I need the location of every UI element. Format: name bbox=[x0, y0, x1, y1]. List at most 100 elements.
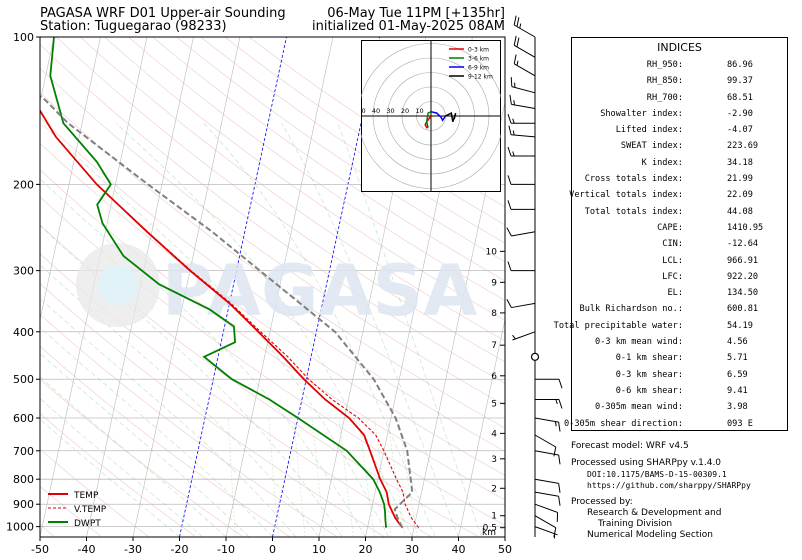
barb-half bbox=[516, 60, 519, 66]
barb-full bbox=[508, 125, 512, 135]
index-label: 0-305m mean wind: bbox=[595, 402, 683, 413]
hodograph-ring-label: 20 bbox=[401, 107, 409, 115]
barb-full bbox=[507, 175, 512, 185]
index-label: LCL: bbox=[662, 255, 683, 266]
index-label: 0-3 km shear: bbox=[615, 369, 683, 380]
dry-adiabat bbox=[40, 313, 338, 537]
barb-half bbox=[519, 23, 522, 29]
wind-barb bbox=[535, 378, 563, 389]
init-time: initialized 01-May-2025 08AM bbox=[311, 19, 505, 34]
hodograph-legend-label: 9-12 km bbox=[468, 74, 493, 81]
barb-full bbox=[507, 114, 512, 124]
index-label: Total totals index: bbox=[584, 206, 683, 217]
index-row: Vertical totals index: 22.09 bbox=[569, 190, 787, 206]
barb-half bbox=[514, 82, 516, 88]
division-line1: Research & Development and bbox=[587, 508, 722, 518]
hodograph-trace bbox=[425, 111, 432, 128]
index-label: Lifted index: bbox=[615, 125, 683, 136]
index-value: 21.99 bbox=[727, 174, 753, 185]
dry-adiabat bbox=[40, 67, 505, 406]
index-row: Total precipitable water: 54.19 bbox=[554, 321, 787, 337]
dry-adiabat bbox=[40, 224, 480, 537]
dry-adiabat bbox=[128, 37, 505, 301]
barb-shaft bbox=[534, 434, 557, 448]
wind-barb bbox=[506, 298, 536, 309]
isotherm bbox=[40, 37, 101, 322]
wind-barb bbox=[508, 125, 536, 138]
indices-title: INDICES bbox=[657, 41, 702, 54]
station-label: Station: Tuguegarao (98233) bbox=[40, 19, 227, 34]
wind-barb bbox=[534, 491, 561, 506]
index-value: 223.69 bbox=[727, 141, 759, 152]
index-value: 5.71 bbox=[727, 353, 748, 364]
km-label: 7 bbox=[491, 341, 497, 351]
index-value: 44.08 bbox=[727, 206, 753, 217]
wind-barb bbox=[507, 114, 535, 124]
index-label: 0-6 km shear: bbox=[615, 385, 683, 396]
index-value: 1410.95 bbox=[727, 222, 764, 233]
km-label: 9 bbox=[491, 278, 497, 288]
index-row: RH_850: 99.37 bbox=[572, 76, 787, 92]
barb-shaft bbox=[513, 63, 536, 77]
processed-by: Processed by: bbox=[571, 497, 633, 507]
index-label: 0-1 km shear: bbox=[615, 353, 683, 364]
dry-adiabat bbox=[40, 117, 505, 452]
index-row: 0-305m mean wind: 3.98 bbox=[572, 402, 787, 418]
wind-barb bbox=[534, 515, 557, 538]
index-row: Showalter index: -2.90 bbox=[572, 109, 787, 125]
isotherm bbox=[0, 37, 7, 537]
calm-barb bbox=[530, 352, 540, 361]
isotherm bbox=[40, 37, 55, 104]
model-label: Forecast model: WRF v4.5 bbox=[571, 441, 689, 451]
doi-label: DOI:10.1175/BAMS-D-15-00309.1 bbox=[587, 470, 727, 479]
wind-barb bbox=[507, 175, 535, 185]
barb-full bbox=[558, 496, 561, 506]
legend-label: DWPT bbox=[74, 519, 101, 529]
chart-title: PAGASA WRF D01 Upper-air Sounding bbox=[40, 6, 286, 21]
index-label: CAPE: bbox=[657, 222, 683, 233]
index-row: RH_950: 86.96 bbox=[572, 60, 787, 76]
barb-shaft bbox=[534, 491, 559, 497]
vtemp-line bbox=[40, 109, 420, 529]
barb-full bbox=[506, 298, 512, 308]
wind-barb bbox=[534, 478, 561, 493]
index-value: -12.64 bbox=[727, 239, 759, 250]
wind-barb bbox=[534, 526, 558, 539]
processed-with: Processed using SHARPpy v.1.4.0 bbox=[571, 458, 722, 468]
barb-shaft bbox=[534, 478, 559, 484]
dry-adiabat bbox=[152, 37, 505, 282]
index-row: Total totals index: 44.08 bbox=[572, 207, 787, 223]
index-row: Cross totals index: 21.99 bbox=[572, 174, 787, 190]
index-row: 0-6 km shear: 9.41 bbox=[572, 386, 787, 402]
legend-label: V.TEMP bbox=[74, 505, 107, 515]
y-tick-label: 1000 bbox=[6, 521, 34, 534]
x-tick-label: -20 bbox=[171, 543, 189, 556]
wind-barb bbox=[534, 450, 561, 465]
index-label: Vertical totals index: bbox=[569, 190, 683, 201]
section-label: Numerical Modeling Section bbox=[587, 530, 714, 540]
index-row: RH_700: 68.51 bbox=[572, 93, 787, 109]
index-value: -2.90 bbox=[727, 108, 753, 119]
isotherm bbox=[411, 100, 505, 537]
url-link[interactable]: https://github.com/sharppy/SHARPpy bbox=[587, 481, 751, 490]
dry-adiabat bbox=[200, 37, 505, 244]
index-row: K index: 34.18 bbox=[572, 158, 787, 174]
barb-shaft bbox=[534, 417, 559, 423]
hodograph-legend-label: 0-3 km bbox=[468, 47, 489, 54]
wind-barb bbox=[510, 77, 536, 94]
x-tick-label: -30 bbox=[124, 543, 142, 556]
hodograph-ring-label: 40 bbox=[372, 107, 380, 115]
barb-half bbox=[555, 399, 558, 405]
barb-full bbox=[556, 512, 559, 522]
km-unit-label: km bbox=[482, 528, 496, 538]
index-row: LFC: 922.20 bbox=[572, 272, 787, 288]
index-label: EL: bbox=[667, 288, 683, 299]
index-row: LCL: 966.91 bbox=[572, 256, 787, 272]
dry-adiabat bbox=[40, 253, 432, 537]
dry-adiabat bbox=[56, 37, 505, 363]
wind-barb bbox=[534, 434, 557, 457]
index-value: 6.59 bbox=[727, 369, 748, 380]
y-tick-label: 700 bbox=[13, 445, 34, 458]
dry-adiabat bbox=[40, 413, 197, 537]
